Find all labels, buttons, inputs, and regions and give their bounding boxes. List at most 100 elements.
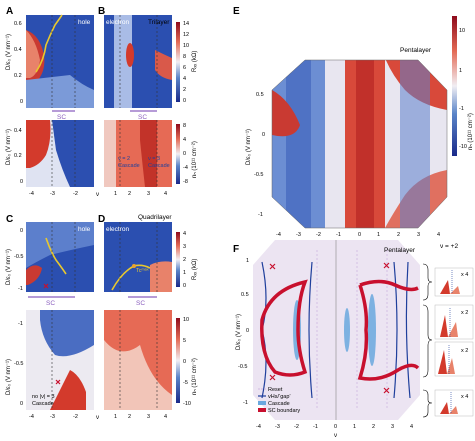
panel-f-corner: [253, 240, 275, 265]
xtick: -4: [276, 232, 281, 238]
panel-f-vhs: [405, 261, 411, 399]
panel-c-ylabel: D/ε₀ (V nm⁻¹): [6, 249, 12, 285]
cbar-tick: 0: [183, 98, 186, 104]
cbar-tick: 0: [183, 151, 186, 157]
cbar-tick: -8: [183, 179, 188, 185]
xtick: -1: [313, 424, 318, 430]
xtick: 2: [372, 424, 375, 430]
panel-e-ylabel: D/ε₀ (V nm⁻¹): [246, 129, 252, 165]
panel-b-cascade-r1: ν = 3: [148, 156, 160, 162]
cbar-tick: 2: [183, 257, 186, 263]
panel-c-red: [26, 265, 42, 285]
cbar-tick: -1: [459, 106, 464, 112]
panel-e-map: [272, 60, 447, 228]
panel-c-note-2: Cascade: [32, 401, 54, 407]
xtick: 1: [114, 414, 117, 420]
panel-b-hotspot: [126, 43, 134, 67]
xtick: 4: [437, 232, 440, 238]
xtick: -3: [275, 424, 280, 430]
panel-d-tag: electron: [106, 226, 130, 233]
xtick: 4: [164, 191, 167, 197]
panel-f-title: Pentalayer: [384, 247, 416, 254]
cbar-tick: -10: [183, 401, 191, 407]
panel-b-cbar1-label: Rₓₓ (kΩ): [192, 51, 198, 72]
panel-b-nu: ν: [96, 192, 99, 198]
cbar-tick: 6: [183, 65, 186, 71]
panel-e-title: Pentalayer: [400, 47, 432, 54]
panel-b-cascade-l2: Cascade: [118, 163, 140, 169]
cbar-tick: 4: [183, 76, 186, 82]
cbar-tick: 0: [183, 283, 186, 289]
panel-f-corner4: [398, 395, 420, 420]
panel-b-cascade-l1: ν = 2: [118, 156, 130, 162]
panel-c-sc-label: SC: [46, 300, 55, 307]
panel-d-tc-dot: [132, 264, 136, 268]
legend-cascade-swatch: [258, 401, 266, 405]
legend-sc-swatch: [258, 408, 266, 412]
panel-b-cbar2: [176, 124, 180, 184]
ytick: 0: [20, 228, 23, 234]
cbar-tick: 8: [183, 54, 186, 60]
xtick: -4: [29, 191, 34, 197]
panel-c-ylabel2: D/ε₀ (V nm⁻¹): [6, 359, 12, 395]
ytick: 0: [20, 99, 23, 105]
panel-f-nu-label: ν = +2: [440, 243, 458, 250]
panel-c-x-marker: [43, 283, 49, 289]
panel-d-cbar1: [176, 232, 180, 287]
panel-d-cbar2: [176, 318, 180, 403]
panel-b-cbar2-label: nₕ (10¹¹ cm⁻²): [192, 141, 198, 178]
panel-f-brace: [422, 263, 433, 301]
panel-f-vhs: [393, 261, 398, 399]
cbar-tick: -5: [183, 380, 188, 386]
ytick: -0.5: [14, 254, 23, 260]
cbar-tick: 1: [459, 68, 462, 74]
xtick: 3: [147, 414, 150, 420]
panel-b-cbar1: [176, 22, 180, 102]
cbar-tick: 10: [459, 28, 465, 34]
panel-c: C hole SC no |ν| = 3 Cascade D/ε₀ (V nm⁻…: [6, 214, 94, 420]
panel-b-cascade-r2: Cascade: [148, 163, 170, 169]
ytick: 0: [246, 328, 249, 334]
xtick: -3: [50, 191, 55, 197]
multiplier: x 2: [461, 348, 468, 354]
panel-a-nh-red: [26, 120, 51, 168]
panel-f-plot: [253, 240, 420, 420]
ytick: -0.5: [254, 172, 263, 178]
cbar-tick: -10: [459, 144, 467, 150]
ytick: -0.5: [14, 361, 23, 367]
cbar-tick: -4: [183, 165, 188, 171]
cbar-tick: 10: [183, 317, 189, 323]
panel-d-cbar1-label: Rₓₓ (kΩ): [192, 259, 198, 280]
xtick: 1: [353, 424, 356, 430]
xtick: -1: [336, 232, 341, 238]
panel-f-corner2: [398, 240, 420, 265]
panel-a-red-inner: [26, 30, 40, 78]
panel-b-nh-left: [104, 120, 116, 187]
ytick: 0.6: [14, 21, 22, 27]
panel-f-legend: Reset vHs/‘gap’ Cascade SC boundary: [258, 387, 300, 414]
ytick: -1: [18, 286, 23, 292]
panel-f-cascade: [368, 294, 376, 366]
xtick: 2: [397, 232, 400, 238]
panel-c-tc-trace: [45, 237, 67, 275]
panel-b: B electron Trilayer SC ν = 2 Cascade ν =…: [96, 6, 198, 198]
ytick: 0.2: [14, 73, 22, 79]
panel-c-nh-blue: [40, 310, 94, 357]
xtick: 0: [358, 232, 361, 238]
cbar-tick: 2: [183, 87, 186, 93]
panel-b-band: [114, 15, 132, 108]
xtick: 2: [128, 414, 131, 420]
panel-a-letter: A: [6, 6, 13, 17]
panel-d-red: [150, 261, 172, 292]
xtick: 4: [410, 424, 413, 430]
xtick: -2: [73, 191, 78, 197]
panel-a: A hole SC D/ε₀ (V nm⁻¹) D/ε₀ (V nm⁻¹) 0.…: [6, 6, 94, 197]
xtick: 0: [334, 424, 337, 430]
panel-e-letter: E: [233, 6, 240, 17]
panel-a-tc-trace: [35, 14, 63, 73]
panel-c-tag: hole: [78, 226, 91, 233]
panel-e-xticks: -4 -3 -2 -1 0 1 2 3 4: [276, 232, 440, 238]
panel-f-xticks: -4 -3 -2 -1 0 1 2 3 4: [256, 424, 413, 430]
xtick: -2: [294, 424, 299, 430]
